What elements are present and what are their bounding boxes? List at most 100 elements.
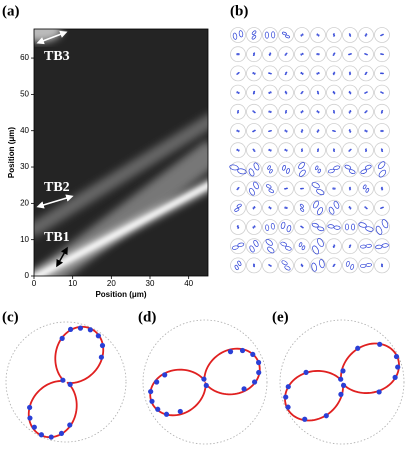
lobe	[381, 150, 384, 152]
grid-cell	[310, 27, 326, 43]
grid-cell	[262, 84, 278, 101]
lobe	[269, 72, 272, 75]
lobe	[236, 111, 239, 114]
lobe	[365, 33, 368, 36]
fit-curve	[149, 347, 261, 417]
grid-cell	[246, 219, 262, 235]
data-point	[48, 434, 54, 440]
panel-label: (a)	[2, 3, 20, 19]
grid-cell	[310, 123, 326, 139]
data-point	[338, 391, 344, 397]
lobe	[349, 130, 352, 133]
grid-cell	[358, 27, 374, 43]
grid-cell	[342, 123, 358, 139]
lobe	[333, 34, 336, 37]
lobe	[281, 260, 288, 266]
grid-cell	[358, 65, 374, 82]
arrow	[36, 30, 68, 45]
grid-cell	[262, 142, 278, 159]
lobe	[332, 110, 335, 112]
lobe	[252, 92, 255, 95]
lobe	[253, 181, 259, 190]
lobe	[285, 110, 288, 112]
lobe	[252, 54, 255, 56]
lobe	[382, 129, 384, 133]
lobe	[284, 206, 287, 209]
lobe	[299, 203, 304, 208]
lobe	[312, 245, 319, 255]
lobe	[381, 110, 384, 112]
lobe	[285, 92, 288, 95]
lobe	[364, 164, 372, 170]
grid-cell	[294, 161, 310, 178]
lobe	[253, 149, 256, 152]
lobe	[286, 224, 292, 233]
fit-curve	[284, 342, 400, 422]
grid-cell	[230, 257, 246, 274]
data-point	[99, 342, 106, 349]
lobe	[375, 225, 383, 235]
lobe	[316, 52, 318, 56]
data-point	[395, 364, 401, 370]
lobe	[253, 72, 256, 75]
grid-cell	[294, 84, 310, 101]
data-point	[340, 382, 347, 388]
lobe	[317, 72, 320, 75]
lobe	[316, 150, 319, 152]
arrow	[36, 194, 74, 209]
lobe	[298, 162, 305, 170]
data-point	[60, 377, 66, 383]
grid-cell	[246, 199, 262, 216]
lobe	[332, 90, 335, 94]
lobe	[348, 71, 351, 74]
data-point	[67, 422, 73, 428]
lobe	[332, 149, 335, 153]
lobe	[301, 72, 304, 75]
lobe	[301, 149, 304, 153]
lobe	[301, 52, 304, 56]
grid-cell	[278, 161, 294, 178]
lobe	[253, 239, 259, 247]
data-point	[27, 404, 33, 411]
lobe	[231, 245, 239, 250]
x-tick-label: 10	[68, 279, 77, 288]
lobe	[284, 265, 291, 271]
lobe	[348, 90, 351, 94]
grid-cell	[246, 84, 262, 101]
x-tick-label: 30	[146, 279, 155, 288]
lobe	[365, 226, 374, 232]
lobe	[317, 168, 321, 174]
lobe	[334, 187, 336, 190]
y-tick-label: 40	[20, 126, 29, 135]
lobe	[236, 129, 239, 132]
fit-curve	[27, 325, 105, 439]
grid-cell	[358, 84, 374, 101]
lobe	[317, 129, 320, 132]
data-point	[285, 384, 291, 390]
grid-cell	[246, 142, 262, 159]
lobe	[349, 73, 352, 76]
lobe	[358, 222, 367, 228]
data-point	[155, 406, 161, 412]
lobe	[344, 164, 352, 170]
y-axis-label: Position (μm)	[7, 127, 16, 178]
grid-cell	[294, 219, 310, 235]
grid-cell	[326, 161, 342, 178]
lobe	[365, 71, 368, 74]
lobe	[365, 53, 368, 56]
lobe	[380, 111, 383, 114]
lobe	[237, 110, 240, 112]
lobe	[317, 34, 320, 37]
grid-cell	[342, 84, 358, 101]
lobe	[269, 207, 272, 210]
data-point	[87, 327, 93, 333]
lobe	[300, 111, 303, 114]
lobe	[236, 148, 239, 152]
data-point	[227, 349, 234, 355]
lobe	[268, 148, 271, 152]
lobe	[301, 264, 304, 268]
grid-cell	[374, 46, 390, 63]
lobe	[253, 129, 256, 132]
lobe	[348, 111, 351, 114]
lobe	[333, 165, 340, 170]
